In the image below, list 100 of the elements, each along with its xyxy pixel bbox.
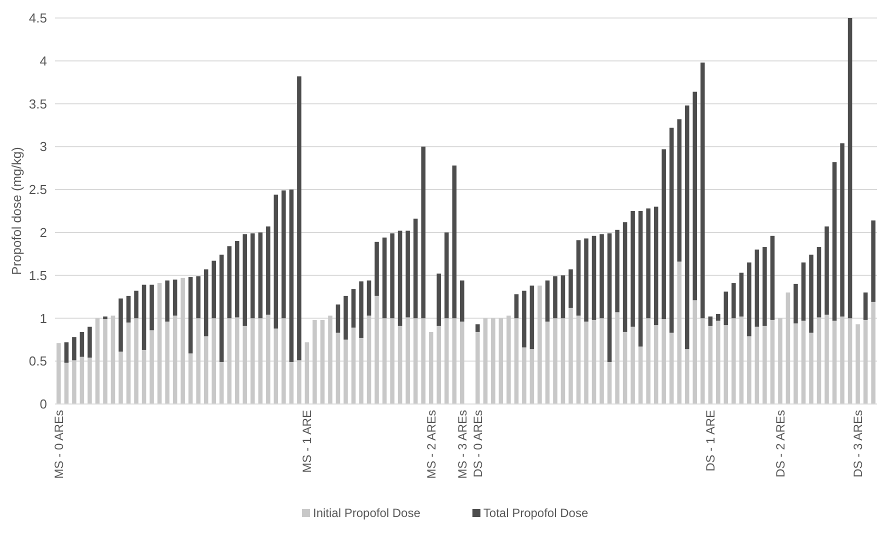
bar — [832, 162, 837, 321]
bar — [88, 326, 92, 358]
bar — [739, 316, 744, 404]
bar — [242, 234, 248, 326]
bar — [274, 328, 278, 404]
bar — [398, 230, 402, 326]
bar — [692, 300, 698, 404]
bar — [289, 362, 294, 404]
bar — [754, 326, 760, 404]
x-tick-label: MS - 1 ARE — [300, 410, 314, 473]
bar — [142, 350, 146, 404]
bar — [677, 262, 682, 404]
bar — [188, 353, 193, 404]
bar — [421, 146, 426, 318]
bar — [669, 128, 674, 333]
y-tick-label: 4 — [40, 53, 47, 68]
bar — [406, 317, 410, 404]
bar — [374, 296, 379, 404]
bar — [708, 316, 713, 326]
bar — [692, 92, 698, 300]
bar — [638, 346, 643, 404]
bar — [840, 143, 844, 317]
bar — [80, 356, 84, 404]
bar — [568, 308, 573, 404]
bar — [622, 332, 628, 404]
bar — [684, 349, 690, 404]
bar — [576, 240, 581, 316]
bar — [452, 318, 456, 404]
bar — [871, 220, 876, 302]
bar — [498, 318, 504, 404]
bar — [762, 247, 767, 326]
bar — [297, 76, 302, 360]
x-tick-label: DS - 3 AREs — [851, 410, 865, 478]
bar — [304, 342, 310, 404]
x-tick-label: DS - 2 AREs — [773, 410, 788, 478]
bar — [196, 276, 200, 318]
x-tick-label: MS - 2 AREs — [424, 410, 438, 479]
x-tick-label: DS - 1 ARE — [704, 410, 718, 472]
bar — [88, 358, 92, 404]
bar — [576, 316, 581, 404]
bar — [142, 284, 146, 350]
bar — [157, 283, 162, 404]
bar — [530, 286, 534, 350]
bar — [336, 332, 340, 404]
bar — [848, 318, 852, 404]
bar — [824, 226, 829, 315]
bar — [366, 316, 372, 404]
bar — [413, 318, 418, 404]
bar — [351, 289, 356, 328]
bar — [452, 166, 456, 318]
bar — [700, 318, 705, 404]
bar — [560, 318, 566, 404]
bar — [382, 318, 387, 404]
bar — [196, 318, 200, 404]
bar — [809, 332, 814, 404]
bar — [638, 211, 643, 347]
bar — [506, 316, 511, 404]
bar — [344, 340, 348, 404]
bar — [406, 230, 410, 318]
bar — [103, 316, 108, 320]
bar — [514, 318, 519, 404]
bar — [289, 190, 294, 362]
bar — [134, 290, 138, 318]
bar — [654, 325, 658, 404]
bar — [188, 277, 193, 354]
y-tick-label: 3 — [40, 139, 47, 154]
bar — [258, 318, 263, 404]
bar — [242, 326, 248, 404]
bar — [724, 292, 728, 326]
bar — [553, 318, 558, 404]
x-tick-label: MS - 3 AREs — [455, 410, 470, 479]
legend-label: Total Propofol Dose — [483, 506, 588, 520]
bar — [212, 318, 216, 404]
y-tick-label: 0.5 — [28, 354, 47, 369]
bar — [180, 278, 185, 404]
bar — [491, 318, 496, 404]
bar — [662, 149, 666, 320]
bar — [72, 337, 76, 360]
bar — [568, 269, 573, 308]
bar — [204, 269, 208, 336]
bar — [118, 352, 123, 404]
bar — [172, 280, 178, 316]
bar — [739, 272, 744, 317]
bar — [607, 362, 612, 404]
bar — [816, 247, 822, 318]
bar — [560, 275, 566, 318]
bar — [266, 226, 270, 315]
bar — [398, 326, 402, 404]
bar — [390, 233, 394, 318]
bar — [126, 322, 131, 404]
bar — [863, 292, 868, 320]
bar — [134, 318, 138, 404]
bar — [724, 325, 728, 404]
bar — [514, 294, 519, 318]
bar — [476, 324, 480, 332]
bar — [413, 218, 418, 318]
bar — [64, 362, 69, 404]
bar — [615, 312, 620, 404]
bar — [359, 338, 364, 404]
bar — [848, 18, 852, 318]
